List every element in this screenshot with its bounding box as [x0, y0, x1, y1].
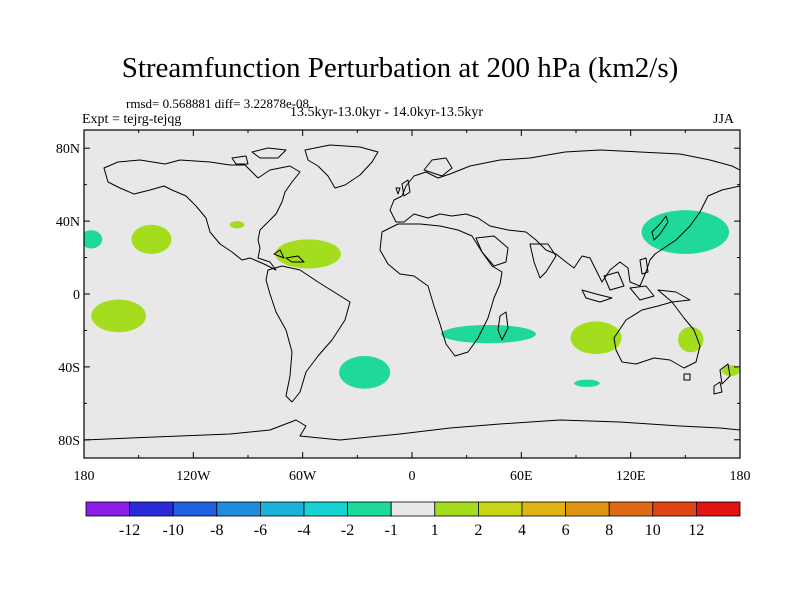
map-background	[84, 130, 740, 458]
coastline-arabia	[475, 235, 509, 267]
colorbar-label-0: -12	[119, 522, 140, 539]
anomaly-negative-9	[441, 324, 536, 344]
anomaly-negative-8	[339, 355, 391, 389]
lon-label-6: 180	[730, 469, 751, 484]
colorbar-label-9: 4	[518, 522, 526, 539]
colorbar-box-12	[608, 501, 654, 517]
lat-label-3: 40S	[58, 361, 80, 376]
lat-label-4: 80S	[58, 434, 80, 449]
colorbar-label-6: -1	[385, 522, 398, 539]
colorbar-label-10: 6	[562, 522, 570, 539]
coastline-north-america	[103, 159, 301, 271]
lon-label-3: 0	[409, 469, 416, 484]
colorbar-box-11	[565, 501, 610, 517]
coastline-caribbean	[273, 249, 305, 263]
lon-label-2: 60W	[289, 469, 317, 484]
colorbar-label-8: 2	[474, 522, 482, 539]
coastline-australia	[613, 301, 701, 369]
coastline-eurasia	[389, 149, 740, 287]
lon-label-0: 180	[74, 469, 95, 484]
anomaly-positive-4	[570, 321, 622, 355]
rmsd-diff-stats: rmsd= 0.568881 diff= 3.22878e-08	[126, 96, 310, 111]
colorbar-box-2	[172, 501, 218, 517]
coastline-antarctica	[84, 419, 740, 441]
colorbar-box-3	[216, 501, 261, 517]
anomaly-positive-0	[131, 224, 172, 254]
coastline-indonesia	[581, 257, 691, 303]
colorbar-box-9	[477, 501, 523, 517]
coastline-scandinavia	[423, 157, 453, 177]
coastline-greenland	[304, 144, 379, 189]
lat-label-2: 0	[73, 288, 80, 303]
coastline-madagascar	[497, 311, 509, 341]
anomaly-negative-7	[84, 230, 103, 249]
season-label: JJA	[713, 112, 735, 127]
colorbar-label-7: 1	[431, 522, 439, 539]
coastline-africa	[379, 223, 503, 357]
coastline-british-isles	[395, 179, 411, 197]
colorbar-label-1: -10	[163, 522, 184, 539]
plot-title: Streamfunction Perturbation at 200 hPa (…	[121, 52, 679, 84]
colorbar-label-3: -6	[254, 522, 267, 539]
coastline-india	[529, 243, 557, 279]
colorbar-box-7	[390, 501, 436, 517]
colorbar-box-13	[652, 501, 697, 517]
colorbar-box-10	[521, 501, 566, 517]
coastline-south-america	[265, 265, 351, 403]
anomaly-positive-6	[721, 365, 740, 376]
colorbar-box-8	[434, 501, 479, 517]
coastlines	[84, 144, 740, 441]
colorbar-label-4: -4	[297, 522, 310, 539]
lat-label-0: 80N	[56, 142, 80, 157]
time-period-label: 13.5kyr-13.0kyr - 14.0kyr-13.5kyr	[290, 105, 484, 120]
anomaly-negative-10	[641, 210, 730, 254]
coastline-arctic-islands	[231, 147, 287, 165]
anomaly-negative-11	[574, 379, 600, 387]
colorbar-label-12: 10	[645, 522, 661, 539]
coastline-japan	[651, 215, 669, 241]
coastline-tasmania	[683, 373, 691, 381]
colorbar-box-1	[129, 501, 174, 517]
lon-label-5: 120E	[616, 469, 646, 484]
colorbar-label-5: -2	[341, 522, 354, 539]
experiment-label: Expt = tejrg-tejqg	[82, 112, 182, 127]
colorbar-label-13: 12	[688, 522, 704, 539]
lon-label-4: 60E	[510, 469, 533, 484]
colorbar-box-14	[696, 501, 741, 517]
anomaly-positive-2	[275, 239, 341, 269]
colorbar-box-5	[303, 501, 348, 517]
anomaly-positive-3	[91, 299, 146, 333]
colorbar-box-0	[85, 501, 130, 517]
anomaly-positive-1	[229, 221, 245, 229]
anomaly-positive-5	[678, 326, 704, 353]
colorbar-label-11: 8	[605, 522, 613, 539]
axis-labels: 80N 40N 0 40S 80S 180 120W 60W 0 60E 120E 180	[56, 142, 751, 484]
axis-ticks	[83, 130, 741, 458]
colorbar-labels: -12 -10 -8 -6 -4 -2 -1 1 2 4 6 8 10 12	[119, 522, 704, 539]
colorbar-box-4	[259, 501, 305, 517]
colorbar-label-2: -8	[210, 522, 223, 539]
coastline-new-zealand	[713, 363, 731, 395]
colorbar-box-6	[347, 501, 392, 517]
colorbar-boxes	[85, 501, 741, 517]
lon-label-1: 120W	[176, 469, 211, 484]
anomaly-layer	[84, 210, 740, 389]
lat-label-1: 40N	[56, 215, 80, 230]
